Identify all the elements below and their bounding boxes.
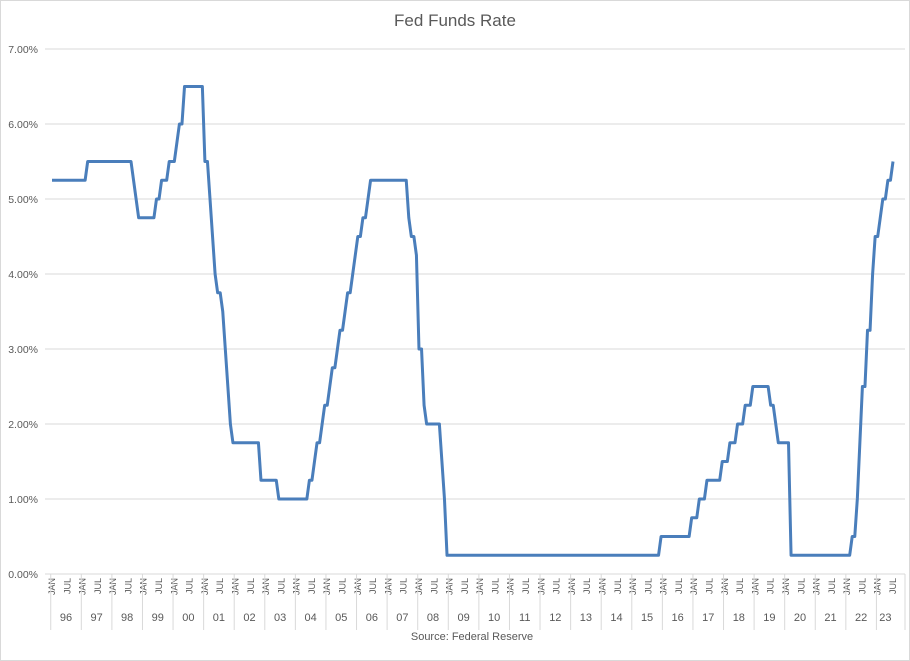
- x-tick-label: JUL: [62, 578, 72, 594]
- x-tick-label: JUL: [674, 578, 684, 594]
- x-tick-label: JAN: [659, 578, 669, 595]
- year-label: 22: [855, 612, 867, 624]
- chart-title: Fed Funds Rate: [394, 11, 516, 30]
- year-label: 01: [213, 612, 225, 624]
- x-tick-label: JUL: [490, 578, 500, 594]
- x-tick-label: JUL: [215, 578, 225, 594]
- year-label: 07: [396, 612, 408, 624]
- year-label: 13: [580, 612, 592, 624]
- x-tick-label: JAN: [47, 578, 57, 595]
- x-tick-label: JUL: [185, 578, 195, 594]
- x-tick-label: JUL: [368, 578, 378, 594]
- year-label: 20: [794, 612, 806, 624]
- year-label: 03: [274, 612, 286, 624]
- x-tick-label: JAN: [597, 578, 607, 595]
- year-label: 97: [90, 612, 102, 624]
- year-label: 17: [702, 612, 714, 624]
- source-note: Source: Federal Reserve: [411, 631, 533, 643]
- year-label: 06: [366, 612, 378, 624]
- year-label: 21: [824, 612, 836, 624]
- x-tick-label: JAN: [720, 578, 730, 595]
- x-tick-label: JUL: [93, 578, 103, 594]
- x-tick-label: JAN: [506, 578, 516, 595]
- x-tick-label: JAN: [292, 578, 302, 595]
- x-tick-label: JUL: [307, 578, 317, 594]
- x-tick-label: JAN: [781, 578, 791, 595]
- year-label: 19: [763, 612, 775, 624]
- x-tick-label: JAN: [169, 578, 179, 595]
- x-tick-label: JAN: [200, 578, 210, 595]
- year-label: 11: [519, 612, 530, 624]
- year-label: 05: [335, 612, 347, 624]
- year-label: 00: [182, 612, 194, 624]
- x-tick-label: JAN: [322, 578, 332, 595]
- y-tick-label: 4.00%: [8, 269, 38, 281]
- x-tick-label: JAN: [261, 578, 271, 595]
- x-tick-label: JAN: [628, 578, 638, 595]
- y-tick-label: 7.00%: [8, 44, 38, 56]
- y-tick-label: 6.00%: [8, 119, 38, 131]
- x-tick-label: JUL: [735, 578, 745, 594]
- y-tick-label: 5.00%: [8, 194, 38, 206]
- x-tick-label: JUL: [154, 578, 164, 594]
- x-tick-label: JUL: [276, 578, 286, 594]
- x-tick-label: JUL: [123, 578, 133, 594]
- x-tick-label: JAN: [567, 578, 577, 595]
- y-tick-label: 2.00%: [8, 419, 38, 431]
- x-tick-label: JAN: [475, 578, 485, 595]
- x-tick-label: JAN: [353, 578, 363, 595]
- year-label: 96: [60, 612, 72, 624]
- x-tick-label: JUL: [429, 578, 439, 594]
- x-tick-label: JUL: [552, 578, 562, 594]
- x-tick-label: JAN: [445, 578, 455, 595]
- x-tick-label: JUL: [246, 578, 256, 594]
- x-tick-label: JAN: [383, 578, 393, 595]
- x-tick-label: JUL: [796, 578, 806, 594]
- x-tick-label: JAN: [139, 578, 149, 595]
- x-tick-label: JAN: [108, 578, 118, 595]
- year-label: 04: [305, 612, 317, 624]
- x-tick-label: JUL: [705, 578, 715, 594]
- x-tick-label: JAN: [78, 578, 88, 595]
- line-series: [52, 85, 895, 557]
- x-tick-label: JUL: [766, 578, 776, 594]
- x-tick-label: JUL: [857, 578, 867, 594]
- year-label: 99: [152, 612, 164, 624]
- year-label: 98: [121, 612, 133, 624]
- x-tick-label: JAN: [536, 578, 546, 595]
- year-label: 10: [488, 612, 500, 624]
- x-tick-label: JUL: [888, 578, 898, 594]
- x-tick-label: JAN: [689, 578, 699, 595]
- x-tick-label: JUL: [399, 578, 409, 594]
- x-tick-label: JUL: [582, 578, 592, 594]
- year-label: 18: [733, 612, 745, 624]
- x-tick-label: JUL: [338, 578, 348, 594]
- x-tick-label: JAN: [842, 578, 852, 595]
- year-label: 15: [641, 612, 653, 624]
- y-tick-label: 1.00%: [8, 494, 38, 506]
- x-tick-label: JUL: [643, 578, 653, 594]
- x-tick-label: JAN: [873, 578, 883, 595]
- y-tick-label: 0.00%: [8, 569, 38, 581]
- x-tick-label: JAN: [812, 578, 822, 595]
- year-label: 09: [457, 612, 469, 624]
- x-tick-label: JAN: [414, 578, 424, 595]
- year-label: 02: [243, 612, 255, 624]
- x-tick-label: JUL: [827, 578, 837, 594]
- x-tick-label: JUL: [613, 578, 623, 594]
- year-label: 08: [427, 612, 439, 624]
- year-label: 23: [879, 612, 891, 624]
- year-label: 14: [610, 612, 622, 624]
- x-tick-label: JUL: [521, 578, 531, 594]
- y-tick-label: 3.00%: [8, 344, 38, 356]
- x-tick-label: JAN: [230, 578, 240, 595]
- year-label: 16: [672, 612, 684, 624]
- year-label: 12: [549, 612, 561, 624]
- x-tick-label: JUL: [460, 578, 470, 594]
- x-tick-label: JAN: [750, 578, 760, 595]
